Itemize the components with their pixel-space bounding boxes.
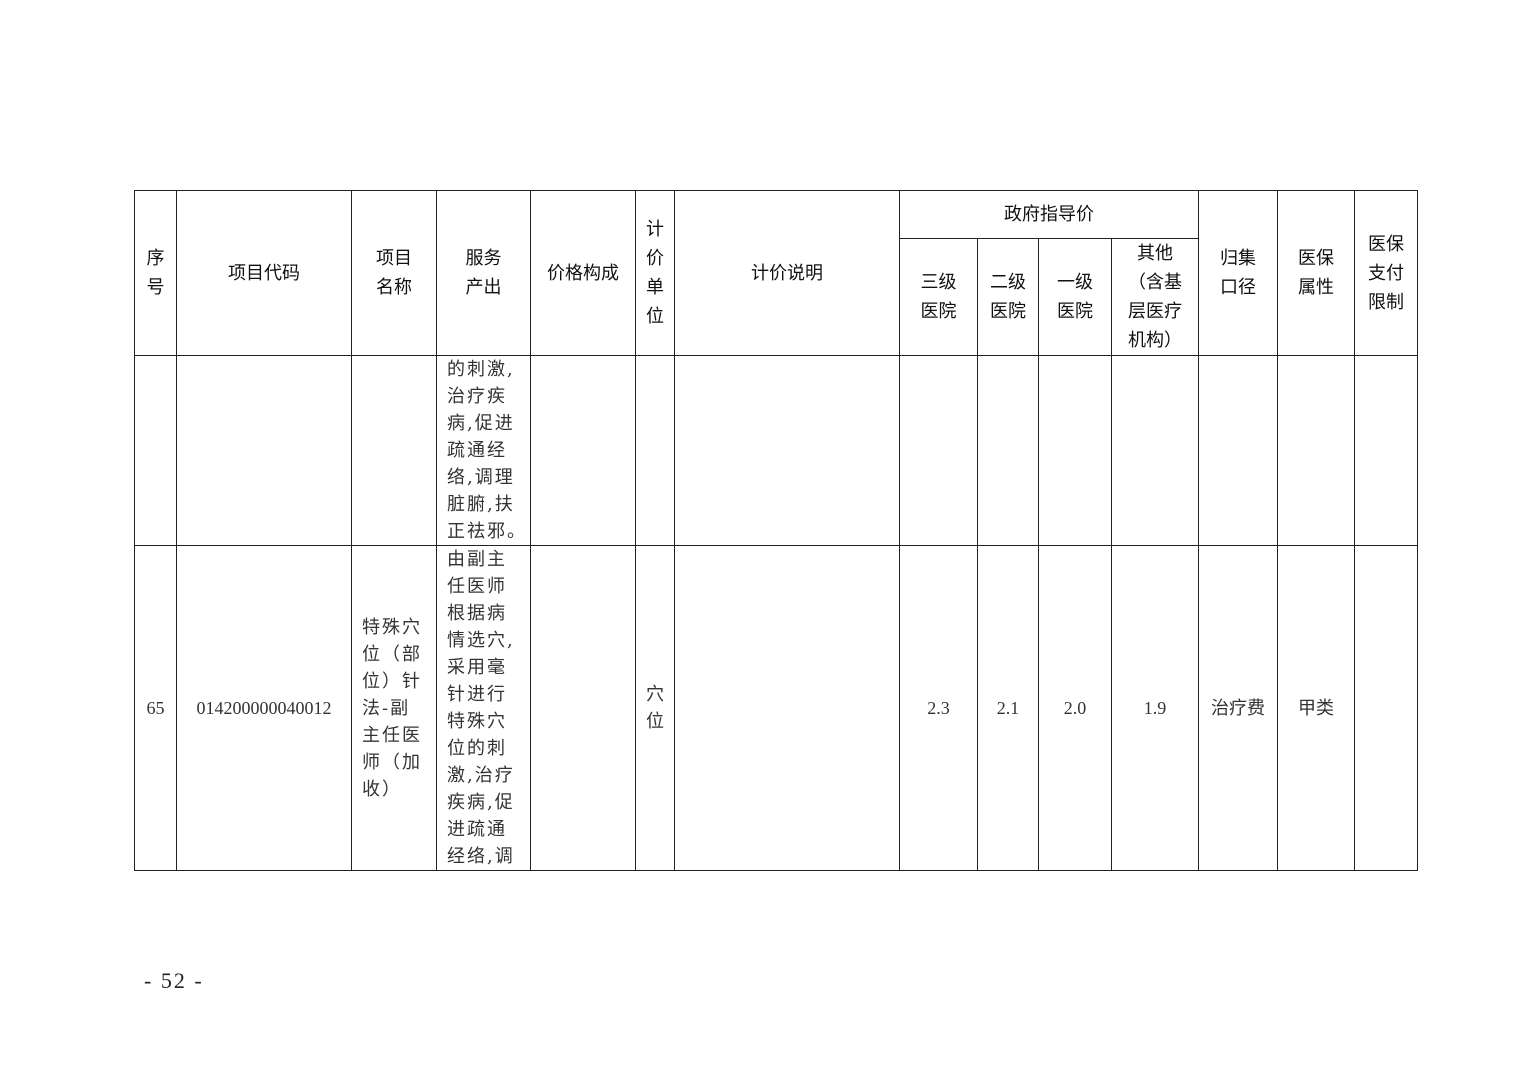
- table-row: 65 014200000040012 特殊穴 位（部 位）针 法-副 主任医 师…: [134, 545, 1418, 871]
- page-number: - 52 -: [144, 968, 204, 993]
- header-output: 服务 产出: [436, 190, 531, 356]
- cell-tier1: [1038, 355, 1112, 546]
- cell-note: [674, 355, 900, 546]
- cell-note: [674, 545, 900, 871]
- header-unit: 计 价 单 位: [635, 190, 675, 356]
- cell-tier2: 2.1: [977, 545, 1039, 871]
- cell-code: [176, 355, 352, 546]
- cell-seq: [134, 355, 177, 546]
- cell-code: 014200000040012: [176, 545, 352, 871]
- header-code: 项目代码: [176, 190, 352, 356]
- header-tier3: 三级 医院: [899, 238, 978, 356]
- header-gov-price: 政府指导价: [899, 190, 1199, 239]
- cell-insurance: 甲类: [1277, 545, 1355, 871]
- cell-name: 特殊穴 位（部 位）针 法-副 主任医 师（加 收）: [351, 545, 437, 871]
- header-other: 其他 （含基 层医疗 机构）: [1111, 238, 1199, 356]
- header-seq: 序 号: [134, 190, 177, 356]
- cell-other: 1.9: [1111, 545, 1199, 871]
- header-tier2: 二级 医院: [977, 238, 1039, 356]
- cell-seq: 65: [134, 545, 177, 871]
- header-composition: 价格构成: [530, 190, 636, 356]
- cell-output: 由副主 任医师 根据病 情选穴, 采用毫 针进行 特殊穴 位的刺 激,治疗 疾病…: [436, 545, 531, 871]
- cell-limit: [1354, 355, 1418, 546]
- cell-insurance: [1277, 355, 1355, 546]
- price-table: 序 号 项目代码 项目 名称 服务 产出 价格构成 计 价 单 位 计价说明 政…: [134, 190, 1418, 871]
- table-row: 的刺激, 治疗疾 病,促进 疏通经 络,调理 脏腑,扶 正祛邪。: [134, 355, 1418, 546]
- cell-category: 治疗费: [1198, 545, 1278, 871]
- cell-limit: [1354, 545, 1418, 871]
- header-row: 序 号 项目代码 项目 名称 服务 产出 价格构成 计 价 单 位 计价说明 政…: [134, 190, 1418, 356]
- header-tier1: 一级 医院: [1038, 238, 1112, 356]
- cell-other: [1111, 355, 1199, 546]
- cell-unit: [635, 355, 675, 546]
- header-subrow: 三级 医院 二级 医院 一级 医院 其他 （含基 层医疗 机构）: [135, 238, 1418, 356]
- cell-name: [351, 355, 437, 546]
- cell-tier1: 2.0: [1038, 545, 1112, 871]
- cell-composition: [530, 355, 636, 546]
- header-limit: 医保 支付 限制: [1354, 190, 1418, 356]
- cell-tier2: [977, 355, 1039, 546]
- header-insurance: 医保 属性: [1277, 190, 1355, 356]
- cell-category: [1198, 355, 1278, 546]
- header-name: 项目 名称: [351, 190, 437, 356]
- cell-unit: 穴 位: [635, 545, 675, 871]
- cell-output: 的刺激, 治疗疾 病,促进 疏通经 络,调理 脏腑,扶 正祛邪。: [436, 355, 531, 546]
- cell-composition: [530, 545, 636, 871]
- header-category: 归集 口径: [1198, 190, 1278, 356]
- cell-tier3: 2.3: [899, 545, 978, 871]
- header-note: 计价说明: [674, 190, 900, 356]
- cell-tier3: [899, 355, 978, 546]
